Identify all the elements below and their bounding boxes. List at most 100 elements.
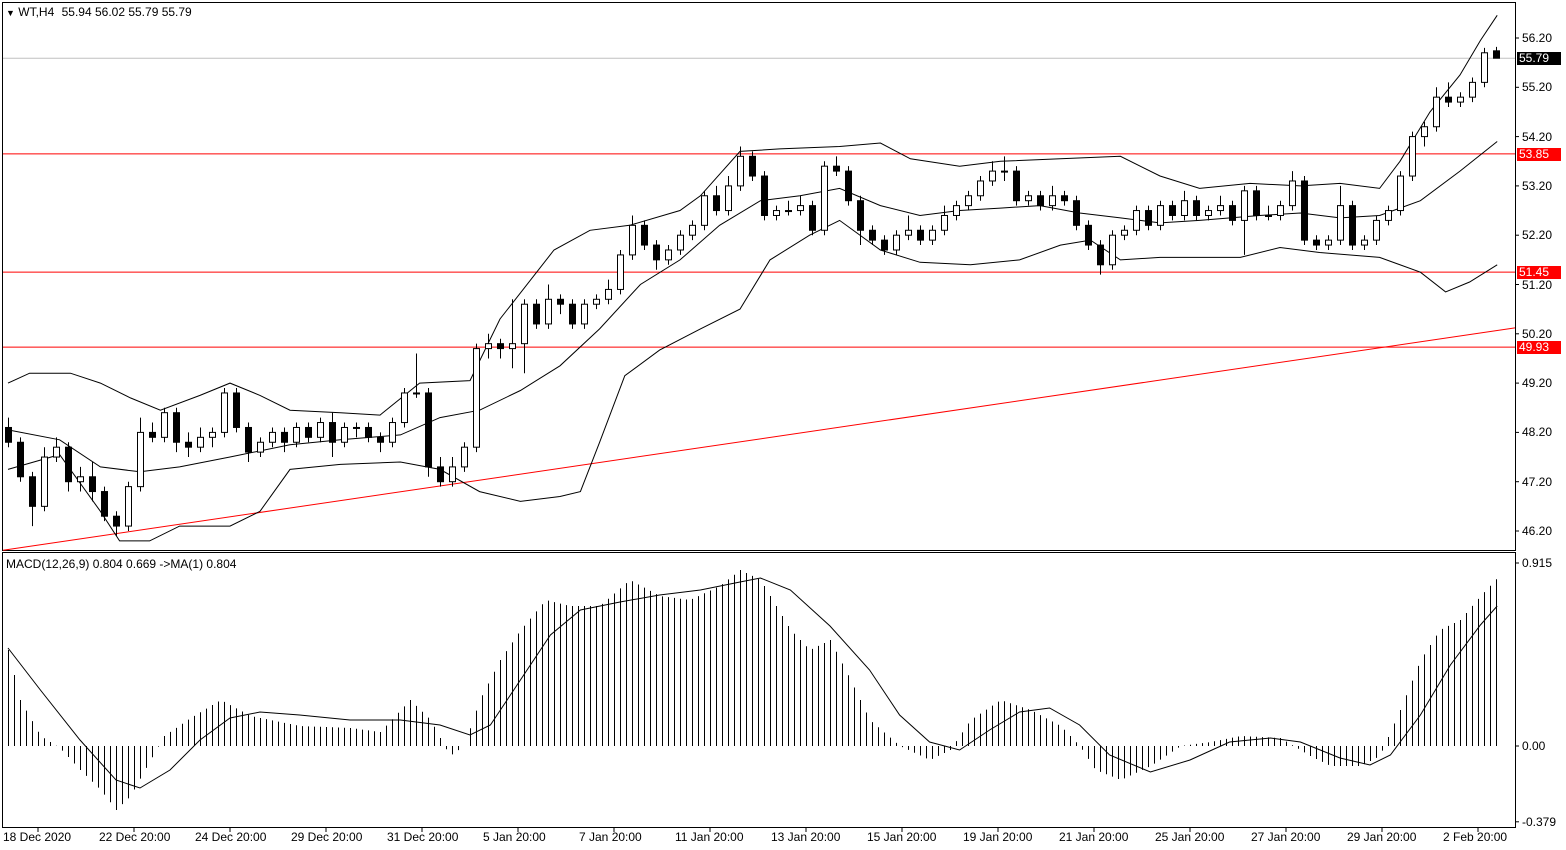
candle-body: [917, 229, 924, 241]
candle-body: [185, 441, 192, 448]
macd-header: MACD(12,26,9) 0.804 0.669 ->MA(1) 0.804: [6, 557, 237, 571]
candle-body: [521, 303, 528, 345]
candle-body: [977, 180, 984, 197]
candle-body: [509, 343, 516, 350]
candle-body: [293, 426, 300, 443]
candle-body: [1193, 200, 1200, 216]
candle-body: [485, 343, 492, 350]
candle-body: [857, 200, 864, 231]
triangle-down-icon[interactable]: ▼: [6, 8, 15, 18]
candle-body: [1253, 190, 1260, 216]
candle-body: [1049, 195, 1056, 207]
candle-body: [353, 426, 360, 429]
time-tick-label: 31 Dec 20:00: [387, 830, 459, 844]
candle-body: [413, 392, 420, 395]
candle-body: [713, 195, 720, 212]
macd-tick-label: 0.00: [1522, 739, 1546, 753]
candle-body: [653, 244, 660, 261]
price-tick-label: 53.20: [1522, 178, 1553, 193]
ohlc-label: 55.94 56.02 55.79 55.79: [61, 5, 192, 19]
candle-body: [665, 249, 672, 261]
candle-body: [1217, 205, 1224, 212]
candle-body: [953, 205, 960, 216]
price-tick-label: 54.20: [1522, 129, 1553, 144]
candle-body: [1469, 81, 1476, 98]
time-tick-label: 13 Jan 20:00: [771, 830, 841, 844]
candle-body: [1073, 200, 1080, 226]
candle-body: [725, 185, 732, 212]
time-tick-label: 19 Jan 20:00: [963, 830, 1033, 844]
time-tick-label: 11 Jan 20:00: [675, 830, 744, 844]
candle-body: [233, 392, 240, 428]
candle-body: [617, 254, 624, 290]
candle-body: [1373, 219, 1380, 241]
bollinger-upper-band: [7, 15, 1498, 416]
candle-body: [197, 436, 204, 448]
candle-body: [797, 205, 804, 212]
candle-body: [65, 446, 72, 483]
candle-body: [1301, 180, 1308, 241]
price-tick-label: 55.20: [1522, 80, 1553, 95]
candle-body: [1109, 234, 1116, 266]
candle-body: [1277, 205, 1284, 216]
candle-body: [749, 155, 756, 177]
candle-body: [1493, 50, 1500, 59]
price-tick-label: 50.20: [1522, 326, 1553, 341]
candle-body: [173, 412, 180, 443]
candle-body: [161, 412, 168, 438]
candle-body: [1205, 210, 1212, 216]
candle-body: [905, 229, 912, 236]
candle-body: [893, 234, 900, 251]
candle-body: [1349, 205, 1356, 246]
time-tick-label: 25 Jan 20:00: [1155, 830, 1225, 844]
candle-body: [1061, 195, 1068, 202]
candle-body: [1481, 52, 1488, 83]
price-tick-label: 52.20: [1522, 228, 1553, 243]
trendline[interactable]: [2, 327, 1516, 551]
candle-body: [257, 441, 264, 453]
price-pane-frame: [2, 2, 1516, 551]
candle-body: [965, 195, 972, 207]
candle-body: [845, 170, 852, 202]
price-tick-label: 47.20: [1522, 474, 1553, 489]
candle-body: [149, 431, 156, 438]
candle-body: [245, 426, 252, 453]
time-tick-label: 29 Jan 20:00: [1347, 830, 1417, 844]
time-tick-label: 7 Jan 20:00: [579, 830, 642, 844]
candle-body: [1385, 210, 1392, 221]
candle-body: [17, 441, 24, 478]
candle-body: [101, 491, 108, 517]
time-tick-label: 5 Jan 20:00: [483, 830, 546, 844]
current-price-tag: 55.79: [1517, 52, 1561, 66]
candle-body: [1097, 244, 1104, 266]
candle-body: [89, 476, 96, 493]
candle-body: [821, 165, 828, 231]
candle-body: [1337, 205, 1344, 241]
candle-body: [1013, 170, 1020, 202]
candle-body: [1265, 214, 1272, 217]
candle-body: [77, 476, 84, 483]
time-tick-label: 29 Dec 20:00: [291, 830, 363, 844]
candle-body: [1181, 200, 1188, 216]
candle-body: [809, 205, 816, 231]
macd-tick-label: 0.915: [1522, 556, 1553, 570]
candle-body: [773, 210, 780, 216]
candle-body: [1241, 190, 1248, 221]
candle-body: [989, 170, 996, 182]
candle-body: [209, 431, 216, 438]
candle-body: [1325, 239, 1332, 246]
candle-body: [641, 224, 648, 246]
time-tick-label: 2 Feb 20:00: [1443, 830, 1508, 844]
candle-body: [281, 431, 288, 443]
level-price-tag: 51.45: [1517, 266, 1561, 280]
candle-body: [1433, 96, 1440, 128]
bollinger-middle-band: [7, 141, 1498, 473]
candle-body: [581, 303, 588, 325]
price-tick-label: 48.20: [1522, 425, 1553, 440]
candle-body: [329, 422, 336, 443]
candle-body: [5, 426, 12, 443]
candle-body: [761, 175, 768, 216]
price-tick-label: 51.20: [1522, 277, 1553, 292]
time-tick-label: 15 Jan 20:00: [867, 830, 937, 844]
